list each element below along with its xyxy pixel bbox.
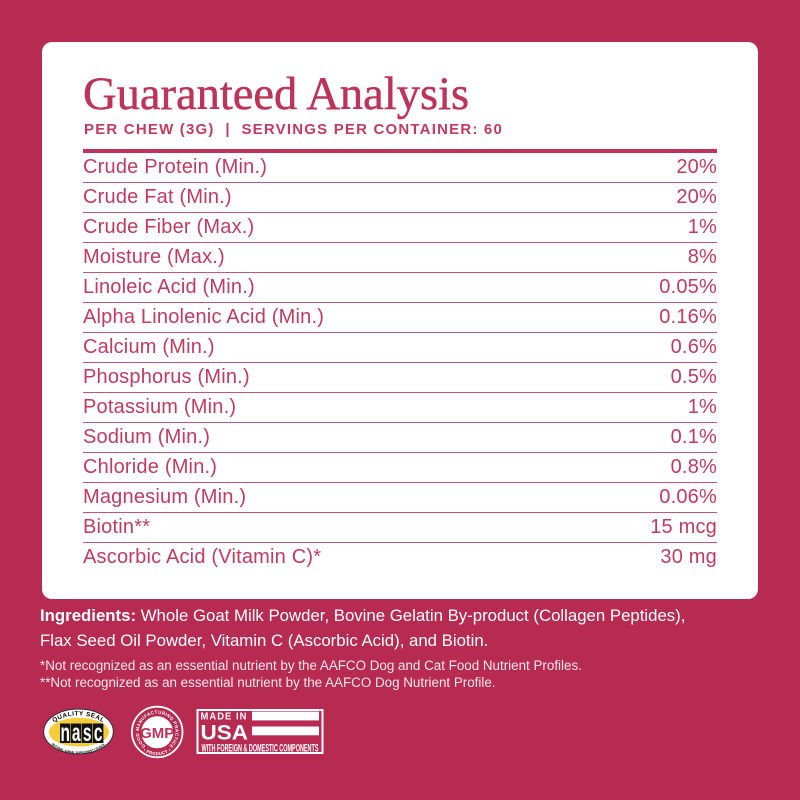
svg-text:USA: USA — [201, 721, 249, 745]
svg-text:• PRODUCT •: • PRODUCT • — [143, 747, 172, 756]
svg-text:n: n — [60, 720, 69, 748]
svg-text:a: a — [72, 720, 81, 748]
svg-text:c: c — [94, 720, 103, 748]
svg-text:s: s — [83, 720, 92, 748]
svg-text:MADE IN: MADE IN — [201, 712, 248, 723]
svg-text:WITH FOREIGN & DOMESTIC COMPON: WITH FOREIGN & DOMESTIC COMPONENTS — [202, 743, 319, 755]
svg-text:GMP: GMP — [140, 725, 174, 742]
